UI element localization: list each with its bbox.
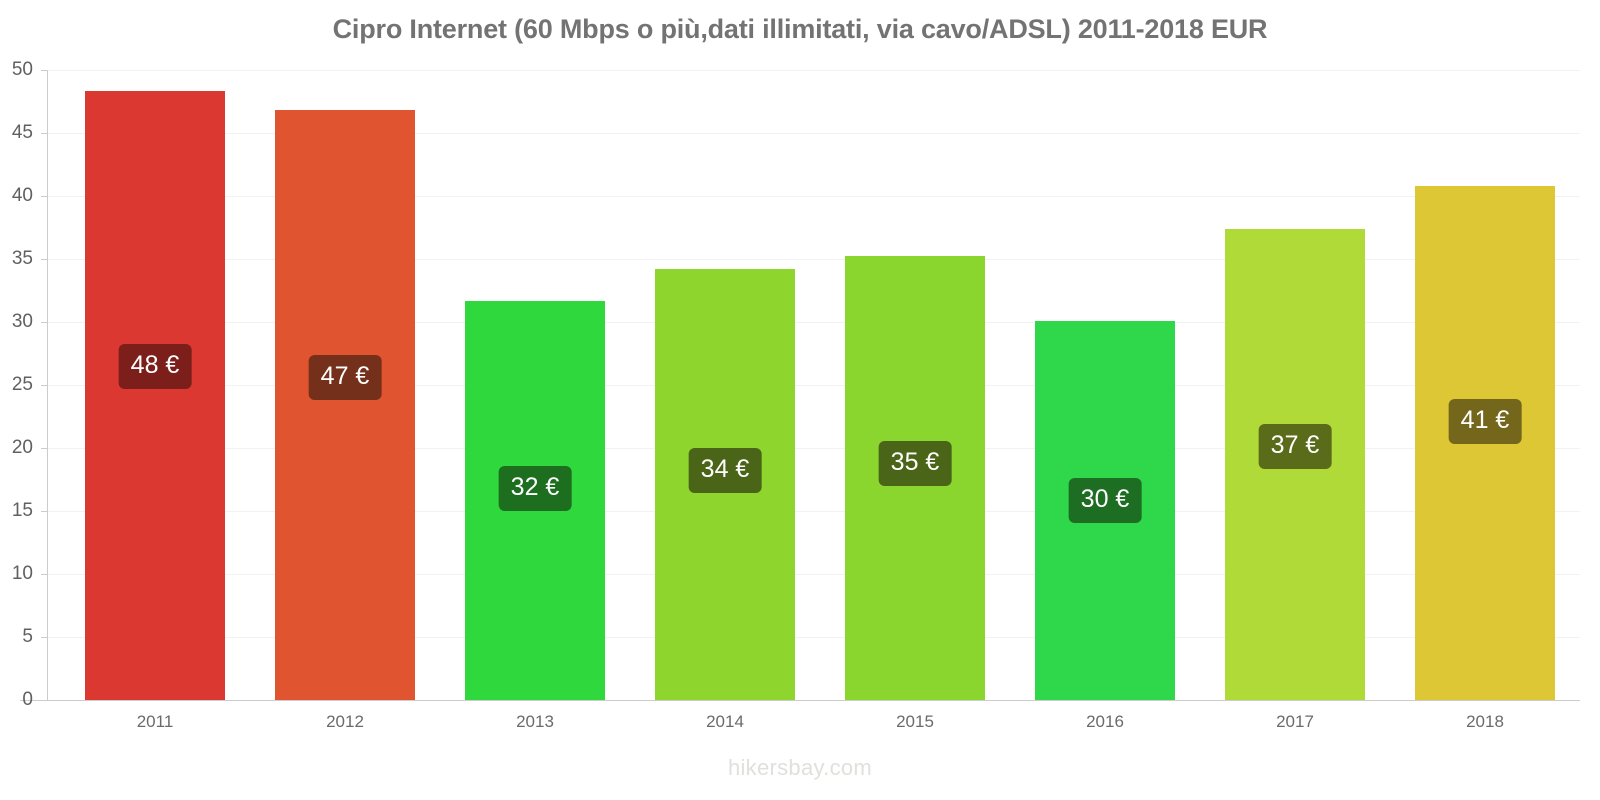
y-axis-tick-mark (41, 448, 47, 449)
bar[interactable]: 34 € (655, 269, 795, 700)
bar[interactable]: 32 € (465, 300, 605, 700)
y-axis-tick-label: 40 (11, 185, 33, 206)
y-axis-tick-mark (41, 511, 47, 512)
bar-value-label: 30 € (1068, 478, 1142, 524)
gridline (47, 196, 1580, 197)
bar-value-label: 35 € (878, 440, 952, 486)
y-axis-tick-mark (41, 700, 47, 701)
x-axis-tick-label: 2011 (136, 712, 174, 731)
y-axis-line (47, 70, 48, 701)
y-axis-tick-label: 45 (11, 122, 33, 143)
bar[interactable]: 48 € (85, 91, 225, 700)
gridline (47, 133, 1580, 134)
bar-value-label: 32 € (498, 466, 572, 512)
bar[interactable]: 47 € (275, 110, 415, 700)
y-axis-tick-label: 15 (11, 500, 33, 521)
y-axis-tick-label: 0 (22, 689, 33, 710)
y-axis-tick-label: 35 (11, 248, 33, 269)
y-axis-tick-label: 25 (11, 374, 33, 395)
gridline (47, 259, 1580, 260)
watermark: hikersbay.com (727, 755, 873, 780)
chart-title: Cipro Internet (60 Mbps o più,dati illim… (332, 14, 1268, 44)
x-axis-tick-label: 2018 (1466, 712, 1504, 731)
x-axis-tick-label: 2012 (326, 712, 364, 731)
x-axis-tick-label: 2017 (1276, 712, 1314, 731)
y-axis-tick-label: 20 (11, 437, 33, 458)
bar-value-label: 47 € (308, 355, 382, 401)
gridline (47, 637, 1580, 638)
gridline (47, 70, 1580, 71)
gridline (47, 511, 1580, 512)
x-axis-line (20, 700, 1580, 701)
y-axis-tick-mark (41, 637, 47, 638)
x-axis-tick-label: 2016 (1086, 712, 1124, 731)
bar[interactable]: 37 € (1225, 228, 1365, 700)
y-axis-tick-mark (41, 385, 47, 386)
gridline (47, 322, 1580, 323)
bar-value-label: 34 € (688, 447, 762, 493)
bar-value-label: 41 € (1448, 399, 1522, 445)
y-axis-tick-label: 50 (11, 59, 33, 80)
y-axis-tick-mark (41, 322, 47, 323)
y-axis-tick-mark (41, 196, 47, 197)
gridline (47, 574, 1580, 575)
bar[interactable]: 41 € (1415, 185, 1555, 700)
gridline (47, 448, 1580, 449)
y-axis-tick-label: 10 (11, 563, 33, 584)
y-axis-tick-mark (41, 259, 47, 260)
y-axis-tick-label: 5 (22, 626, 33, 647)
gridline (47, 385, 1580, 386)
bar-value-label: 37 € (1258, 424, 1332, 470)
x-axis-tick-label: 2015 (896, 712, 934, 731)
x-axis-tick-label: 2013 (516, 712, 554, 731)
y-axis-tick-mark (41, 70, 47, 71)
x-axis-tick-label: 2014 (706, 712, 744, 731)
y-axis-tick-mark (41, 133, 47, 134)
y-axis-tick-mark (41, 574, 47, 575)
bar[interactable]: 35 € (845, 256, 985, 700)
y-axis-tick-label: 30 (11, 311, 33, 332)
bar-value-label: 48 € (118, 343, 192, 389)
bar[interactable]: 30 € (1035, 320, 1175, 700)
